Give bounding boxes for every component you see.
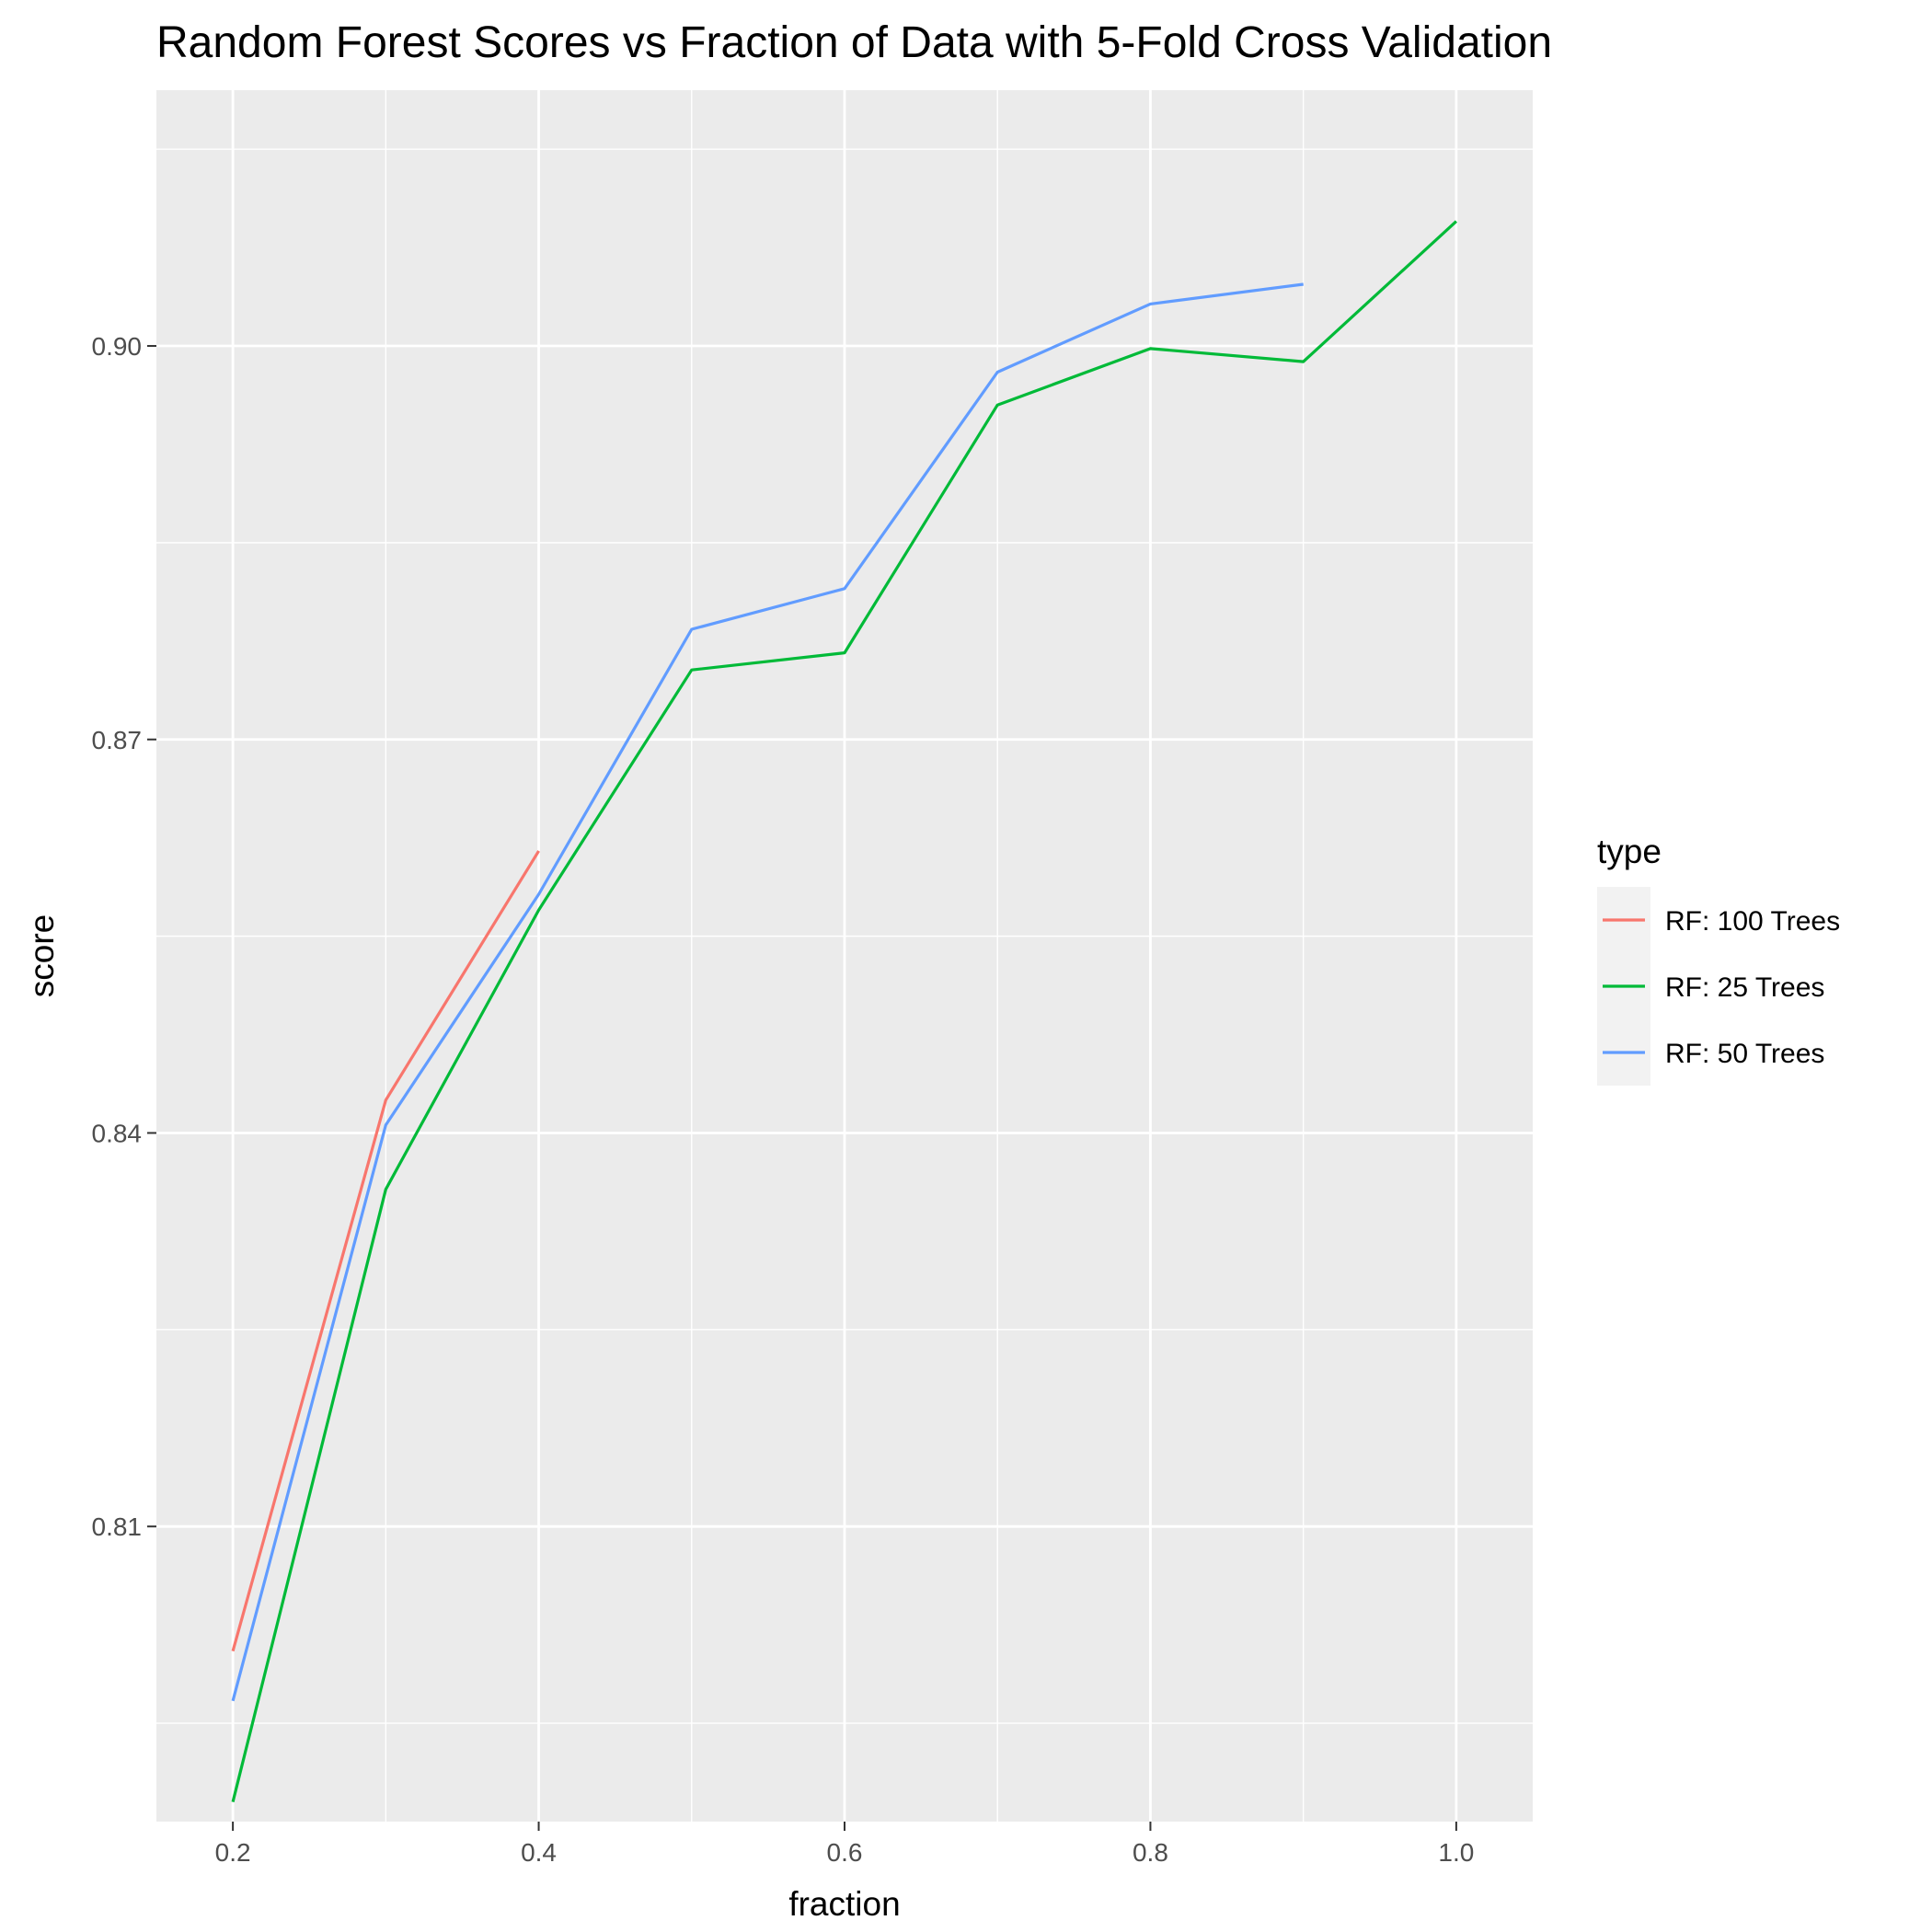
legend-label: RF: 100 Trees: [1665, 906, 1840, 937]
legend: type RF: 100 Trees RF: 25 Trees RF: 50 Tre…: [1597, 833, 1840, 1086]
y-tick-label: 0.87: [92, 726, 143, 754]
legend-label: RF: 50 Trees: [1665, 1039, 1824, 1069]
series-line: [231, 282, 1304, 1702]
y-tick-label: 0.84: [92, 1119, 143, 1147]
series-lines: [231, 220, 1457, 1802]
x-tick-label: 0.6: [827, 1838, 863, 1867]
y-axis-title: score: [23, 914, 61, 997]
x-tick-label: 0.4: [521, 1838, 557, 1867]
y-axis-ticks: 0.81 0.84 0.87 0.90: [92, 332, 156, 1541]
x-axis-title: fraction: [788, 1885, 900, 1923]
series-line: [231, 850, 540, 1652]
x-axis-ticks: 0.2 0.4 0.6 0.8 1.0: [215, 1822, 1474, 1867]
legend-label: RF: 25 Trees: [1665, 972, 1824, 1003]
x-tick-label: 0.2: [215, 1838, 251, 1867]
y-tick-label: 0.81: [92, 1512, 143, 1541]
x-tick-label: 0.8: [1133, 1838, 1168, 1867]
legend-title: type: [1597, 833, 1662, 870]
series-line: [231, 220, 1457, 1802]
y-tick-label: 0.90: [92, 332, 143, 361]
x-tick-label: 1.0: [1438, 1838, 1474, 1867]
legend-items: RF: 100 Trees RF: 25 Trees RF: 50 Trees: [1597, 887, 1840, 1086]
chart-title: Random Forest Scores vs Fraction of Data…: [156, 18, 1552, 67]
major-gridlines: [156, 90, 1533, 1822]
